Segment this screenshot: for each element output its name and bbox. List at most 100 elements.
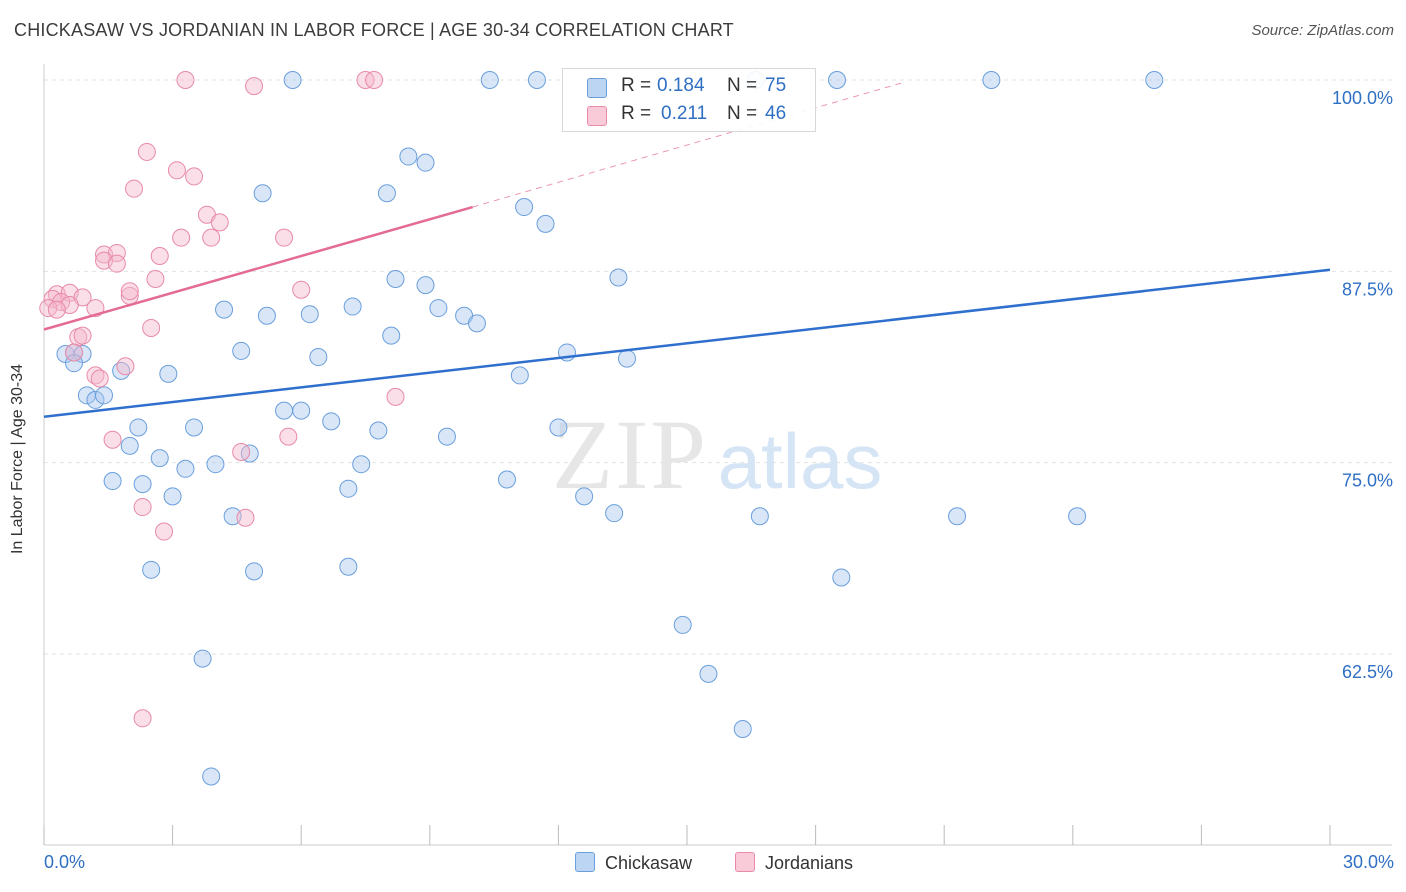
jordanian-point [107, 254, 126, 273]
chickasaw-point [1068, 507, 1087, 526]
chickasaw-point [750, 507, 769, 526]
y-tick-label: 62.5% [1342, 662, 1393, 682]
chickasaw-point [86, 390, 105, 409]
chickasaw-point [699, 664, 718, 683]
jordanian-trend-line [472, 82, 902, 208]
y-tick-label: 75.0% [1342, 471, 1393, 491]
jordanian-point [120, 282, 139, 301]
legend-n-value: 46 [765, 103, 787, 124]
jordanian-point [279, 427, 298, 446]
chickasaw-point [65, 354, 84, 373]
chickasaw-point [832, 568, 851, 587]
chickasaw-point [429, 299, 448, 318]
chickasaw-point [223, 507, 242, 526]
legend-swatch-jordanians [587, 106, 607, 126]
x-tick-label-min: 0.0% [44, 852, 86, 872]
grid-layer [44, 79, 1392, 655]
chickasaw-point [185, 418, 204, 437]
chickasaw-point [480, 71, 499, 89]
chickasaw-point [129, 418, 148, 437]
chickasaw-point [283, 71, 302, 89]
legend-swatch-chickasaw [587, 78, 607, 98]
chickasaw-point [828, 71, 847, 89]
chickasaw-point [527, 71, 546, 89]
bottom-legend-swatch-chickasaw [575, 852, 595, 872]
chickasaw-point [1145, 71, 1164, 89]
chickasaw-point [176, 459, 195, 478]
chickasaw-point [275, 401, 294, 420]
bottom-legend-chickasaw: Chickasaw [575, 852, 692, 874]
chickasaw-point [343, 297, 362, 316]
x-tick-label-max: 30.0% [1342, 852, 1394, 872]
chickasaw-point [215, 300, 234, 319]
chickasaw-point [575, 487, 594, 506]
chickasaw-point [103, 472, 122, 491]
chickasaw-point [416, 153, 435, 172]
jordanian-point [133, 498, 152, 517]
chickasaw-point [150, 449, 169, 468]
jordanian-point [116, 357, 135, 376]
legend-r-label: R = [621, 103, 652, 124]
chickasaw-point [982, 71, 1001, 89]
jordanian-point [137, 142, 156, 161]
chickasaw-point [497, 470, 516, 489]
jordanian-point [167, 161, 186, 180]
jordanian-point [202, 228, 221, 247]
legend-n-value: 75 [765, 75, 787, 96]
chickasaw-point [352, 455, 371, 474]
legend-r-value: 0.184 [657, 75, 705, 96]
y-axis-label: In Labor Force | Age 30-34 [9, 363, 26, 555]
chickasaw-point [159, 364, 178, 383]
jordanian-point [365, 71, 384, 89]
chickasaw-point [133, 475, 152, 494]
jordanian-point [73, 326, 92, 345]
jordanian-point [103, 430, 122, 449]
chickasaw-point [617, 349, 636, 368]
axis-layer [43, 64, 1392, 846]
jordanian-point [155, 522, 174, 541]
bottom-legend-swatch-jordanians [735, 852, 755, 872]
legend-n-label: N = [727, 75, 758, 96]
chickasaw-point [309, 348, 328, 367]
chickasaw-point [399, 147, 418, 166]
chickasaw-point [95, 386, 114, 405]
jordanian-point [65, 343, 84, 362]
jordanian-trend-line [43, 205, 474, 331]
chickasaw-point [300, 305, 319, 324]
jordanian-point [172, 228, 191, 247]
chickasaw-point [948, 507, 967, 526]
jordanian-point [125, 179, 144, 198]
jordanian-point [146, 269, 165, 288]
chickasaw-point [549, 418, 568, 437]
jordanian-point [176, 71, 195, 89]
chickasaw-point [257, 306, 276, 325]
chickasaw-point [142, 560, 161, 579]
chickasaw-point [245, 562, 264, 581]
chickasaw-point [369, 421, 388, 440]
jordanian-point [90, 369, 109, 388]
watermark: ZIP atlas [552, 399, 882, 510]
chart-title: CHICKASAW VS JORDANIAN IN LABOR FORCE | … [14, 20, 734, 40]
jordanian-point [150, 247, 169, 266]
jordanian-point [232, 442, 251, 461]
y-tick-label: 100.0% [1332, 88, 1393, 108]
chickasaw-point [206, 455, 225, 474]
chickasaw-point [377, 184, 396, 203]
chickasaw-point [467, 314, 486, 333]
jordanian-point [292, 280, 311, 299]
y-tick-labels: 62.5% 75.0% 87.5% 100.0% [1332, 88, 1393, 682]
jordanian-point [236, 508, 255, 527]
y-tick-label: 87.5% [1342, 279, 1393, 299]
chickasaw-point [339, 479, 358, 498]
chickasaw-point [437, 427, 456, 446]
jordanian-point [210, 213, 229, 232]
chickasaw-point [733, 720, 752, 739]
chickasaw-point [202, 767, 221, 786]
legend-r-label: R = [621, 75, 652, 96]
chickasaw-point [605, 504, 624, 523]
jordanian-point [95, 245, 114, 264]
stats-legend: R = 0.184 N = 75 R = 0.211 N = 46 [562, 68, 816, 132]
points-layer [39, 71, 1164, 786]
jordanian-point [386, 387, 405, 406]
watermark-atlas: atlas [718, 417, 883, 505]
